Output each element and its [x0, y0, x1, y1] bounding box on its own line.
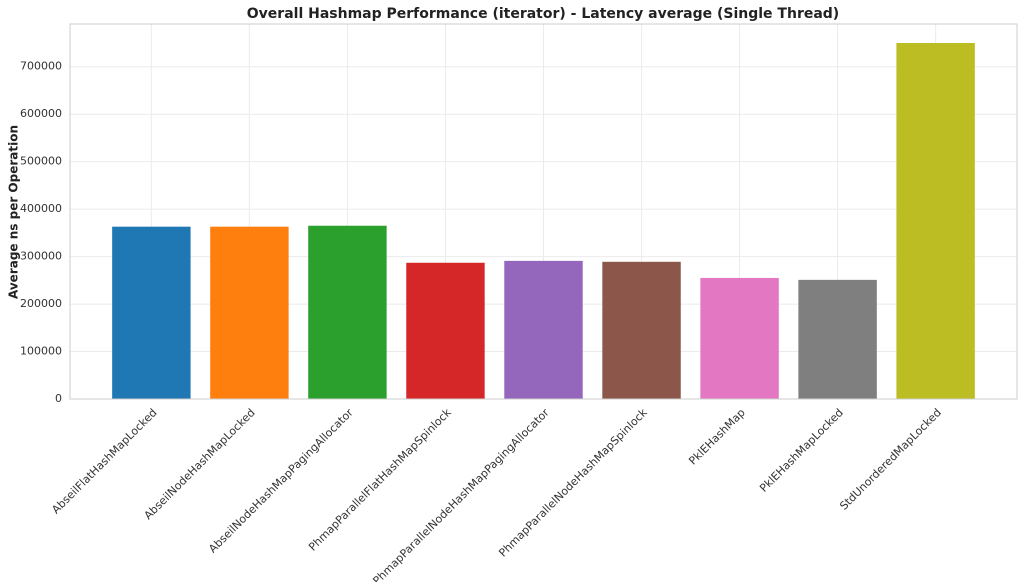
- bar: [210, 226, 289, 399]
- bar: [896, 42, 975, 400]
- y-tick-label: 200000: [20, 297, 62, 310]
- x-tick-label: StdUnorderedMapLocked: [837, 406, 944, 513]
- y-tick-label: 700000: [20, 60, 62, 73]
- plot-frame: [69, 23, 1018, 400]
- y-tick-label: 100000: [20, 345, 62, 358]
- y-axis-label: Average ns per Operation: [7, 125, 21, 299]
- x-tick-label: PklEHashMapLocked: [757, 406, 846, 495]
- bar: [112, 226, 191, 399]
- bar: [406, 262, 485, 399]
- bar: [798, 279, 877, 399]
- x-tick-label: AbseilNodeHashMapLocked: [142, 406, 258, 522]
- bar: [308, 225, 387, 399]
- y-tick-label: 500000: [20, 155, 62, 168]
- bar: [602, 261, 681, 399]
- y-tick-label: 600000: [20, 107, 62, 120]
- x-tick-label: PklEHashMap: [686, 406, 747, 467]
- x-tick-label: AbseilFlatHashMapLocked: [49, 406, 159, 516]
- y-tick-label: 400000: [20, 202, 62, 215]
- y-tick-label: 300000: [20, 250, 62, 263]
- bar: [504, 260, 583, 399]
- y-tick-label: 0: [55, 392, 62, 405]
- bar: [700, 277, 779, 399]
- chart-title: Overall Hashmap Performance (iterator) -…: [247, 6, 839, 22]
- x-tick-label: PhmapParallelNodeHashMapPagingAllocator: [370, 406, 552, 582]
